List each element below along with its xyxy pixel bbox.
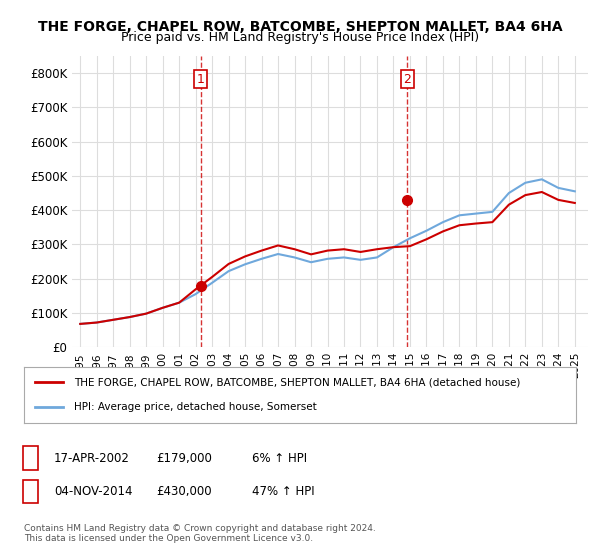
- Text: 1: 1: [27, 451, 34, 465]
- Text: 2: 2: [403, 73, 411, 86]
- Text: 6% ↑ HPI: 6% ↑ HPI: [252, 451, 307, 465]
- Text: Contains HM Land Registry data © Crown copyright and database right 2024.
This d: Contains HM Land Registry data © Crown c…: [24, 524, 376, 543]
- Text: 17-APR-2002: 17-APR-2002: [54, 451, 130, 465]
- Text: THE FORGE, CHAPEL ROW, BATCOMBE, SHEPTON MALLET, BA4 6HA: THE FORGE, CHAPEL ROW, BATCOMBE, SHEPTON…: [38, 20, 562, 34]
- Text: £430,000: £430,000: [156, 485, 212, 498]
- Text: Price paid vs. HM Land Registry's House Price Index (HPI): Price paid vs. HM Land Registry's House …: [121, 31, 479, 44]
- Text: 1: 1: [197, 73, 205, 86]
- Text: 2: 2: [27, 485, 34, 498]
- Text: 47% ↑ HPI: 47% ↑ HPI: [252, 485, 314, 498]
- Text: HPI: Average price, detached house, Somerset: HPI: Average price, detached house, Some…: [74, 402, 316, 412]
- Text: 04-NOV-2014: 04-NOV-2014: [54, 485, 133, 498]
- Text: £179,000: £179,000: [156, 451, 212, 465]
- Text: THE FORGE, CHAPEL ROW, BATCOMBE, SHEPTON MALLET, BA4 6HA (detached house): THE FORGE, CHAPEL ROW, BATCOMBE, SHEPTON…: [74, 377, 520, 388]
